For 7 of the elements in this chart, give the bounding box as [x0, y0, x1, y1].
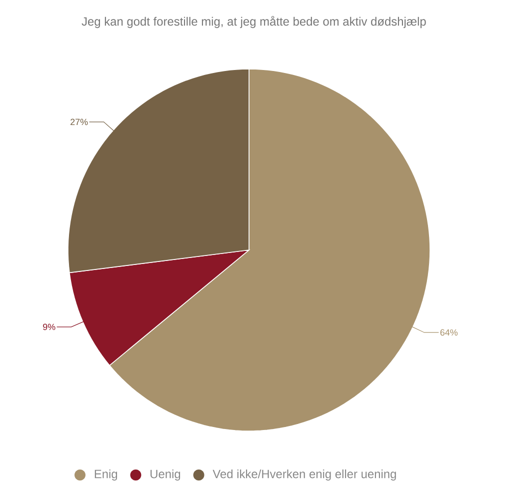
legend-label: Uenig [150, 469, 180, 481]
data-label: 9% [43, 324, 56, 330]
legend-label: Ved ikke/Hverken enig eller uening [212, 469, 396, 481]
chart-title: Jeg kan godt forestille mig, at jeg måtte bede om aktiv dødshjælp [82, 16, 426, 28]
data-label: 27% [70, 118, 88, 126]
legend-label: Enig [94, 469, 118, 481]
data-label: 64% [440, 329, 458, 336]
